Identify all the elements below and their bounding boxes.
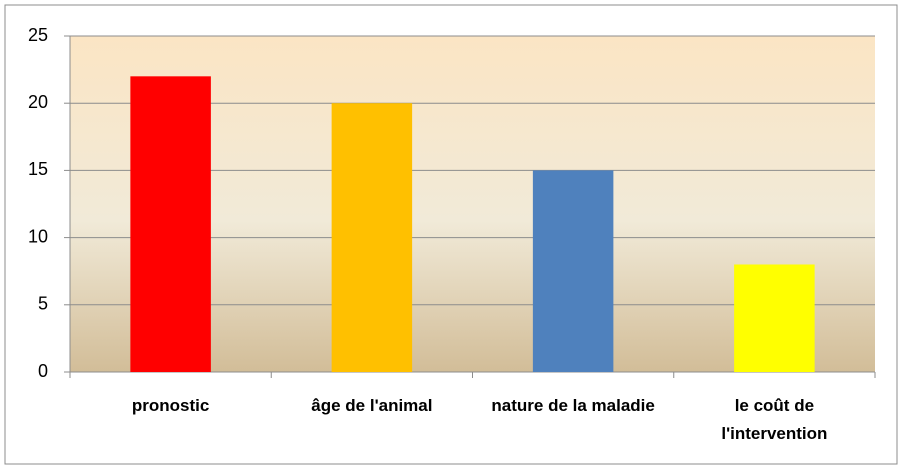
y-tick-label: 25	[28, 25, 48, 45]
y-tick-label: 15	[28, 159, 48, 179]
x-tick-label: nature de la maladie	[491, 396, 655, 415]
bar	[130, 76, 211, 372]
bar	[532, 170, 614, 372]
x-tick-label: pronostic	[131, 396, 210, 415]
y-tick-label: 10	[28, 226, 48, 246]
bar	[331, 103, 413, 372]
y-tick-label: 0	[38, 361, 48, 381]
x-tick-label: âge de l'animal	[311, 396, 433, 415]
bar	[734, 264, 815, 372]
x-tick-label: le coût de l'intervention	[721, 396, 828, 443]
y-tick-label: 20	[28, 92, 48, 112]
y-tick-label: 5	[38, 294, 48, 314]
